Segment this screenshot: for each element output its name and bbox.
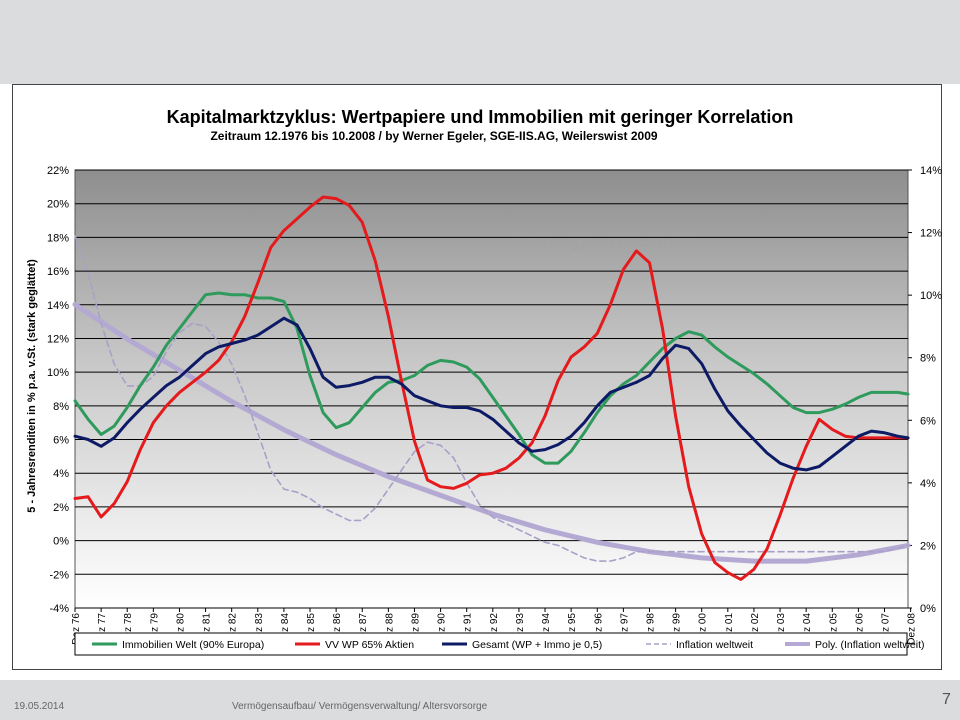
y2-tick-label: 6%	[920, 415, 936, 427]
x-tick-label: Dez 92	[489, 613, 500, 645]
x-tick-label: Dez 81	[202, 613, 213, 645]
y-tick-label: 4%	[53, 468, 69, 480]
legend-box	[74, 632, 908, 656]
y-tick-label: 8%	[53, 401, 69, 413]
chart-subtitle: Zeitraum 12.1976 bis 10.2008 / by Werner…	[210, 129, 657, 143]
y-tick-label: 18%	[47, 232, 69, 244]
x-tick-label: Dez 79	[149, 613, 160, 645]
x-tick-label: Dez 82	[228, 613, 239, 645]
y2-tick-label: 4%	[920, 478, 936, 490]
x-tick-label: Dez 94	[541, 613, 552, 645]
x-tick-label: Dez 93	[515, 613, 526, 645]
x-tick-label: Dez 80	[175, 613, 186, 645]
y-tick-label: 12%	[47, 333, 69, 345]
x-tick-label: Dez 84	[280, 613, 291, 645]
x-tick-label: Dez 78	[123, 613, 134, 645]
chart: Kapitalmarktzyklus: Wertpapiere und Immo…	[12, 84, 942, 670]
y-tick-label: 20%	[47, 199, 69, 211]
y-tick-label: 22%	[47, 165, 69, 177]
y-axis-label: 5 - Jahresrenditen in % p.a. v.St. (star…	[26, 259, 38, 513]
legend-label: Immobilien Welt (90% Europa)	[122, 639, 264, 651]
legend-label: VV WP 65% Aktien	[325, 639, 414, 651]
y-tick-label: 14%	[47, 300, 69, 312]
y2-tick-label: 10%	[920, 290, 942, 302]
x-tick-label: Dez 06	[854, 613, 865, 645]
series-line-3	[74, 234, 909, 562]
y-tick-label: -4%	[49, 603, 69, 615]
x-tick-label: Dez 01	[724, 613, 735, 645]
series-line-0	[73, 291, 910, 465]
y-tick-label: -2%	[49, 569, 69, 581]
x-tick-label: Dez 00	[698, 613, 709, 645]
legend-label: Poly. (Inflation weltweit)	[815, 639, 925, 651]
footer-date: 19.05.2014	[14, 701, 65, 712]
x-tick-label: Dez 77	[97, 613, 108, 645]
x-tick-label: Dez 02	[750, 613, 761, 645]
plot-background	[74, 169, 909, 609]
x-tick-label: Dez 96	[593, 613, 604, 645]
x-tick-label: Dez 88	[384, 613, 395, 645]
watermark: www.sge-invest.de	[510, 227, 693, 252]
x-tick-label: Dez 07	[880, 613, 891, 645]
x-tick-label: Dez 90	[437, 613, 448, 645]
series-line-4	[72, 302, 911, 564]
x-tick-label: Dez 86	[332, 613, 343, 645]
x-tick-label: Dez 08	[907, 613, 918, 645]
y-tick-label: 0%	[53, 536, 69, 548]
plot-area: www.sge-invest.de -4% -2% 0% 2% 4% 6% 8% 10% 12% 1…	[47, 165, 942, 645]
chart-frame: Kapitalmarktzyklus: Wertpapiere und Immo…	[0, 84, 960, 680]
y2-tick-label: 2%	[920, 540, 936, 552]
y2-tick-label: 8%	[920, 353, 936, 365]
series-line-2	[73, 316, 910, 472]
x-tick-label: Dez 99	[672, 613, 683, 645]
chart-title: Kapitalmarktzyklus: Wertpapiere und Immo…	[167, 107, 794, 127]
x-tick-label: Dez 87	[358, 613, 369, 645]
x-tick-label: Dez 89	[410, 613, 421, 645]
y2-tick-label: 14%	[920, 165, 942, 177]
x-tick-label: Dez 83	[254, 613, 265, 645]
y-tick-label: 6%	[53, 435, 69, 447]
y-tick-label: 10%	[47, 367, 69, 379]
series-line-1	[73, 195, 910, 581]
legend: Immobilien Welt (90% Europa) VV WP 65% Ak…	[74, 632, 925, 656]
y-tick-label: 16%	[47, 266, 69, 278]
x-tick-label: Dez 05	[828, 613, 839, 645]
x-tick-label: Dez 91	[463, 613, 474, 645]
footer-description: Vermögensaufbau/ Vermögensverwaltung/ Al…	[232, 701, 488, 712]
y-tick-label: 2%	[53, 502, 69, 514]
x-tick-label: Dez 98	[645, 613, 656, 645]
x-tick-label: Dez 97	[619, 613, 630, 645]
x-tick-label: Dez 03	[776, 613, 787, 645]
x-tick-label: Dez 85	[306, 613, 317, 645]
x-tick-label: Dez 76	[71, 613, 82, 645]
legend-label: Gesamt (WP + Immo je 0,5)	[472, 639, 602, 651]
y2-tick-label: 0%	[920, 603, 936, 615]
y2-tick-label: 12%	[920, 228, 942, 240]
legend-label: Inflation weltweit	[676, 639, 753, 651]
x-tick-label: Dez 04	[802, 613, 813, 645]
x-tick-label: Dez 95	[567, 613, 578, 645]
page-number: 7	[942, 691, 951, 708]
